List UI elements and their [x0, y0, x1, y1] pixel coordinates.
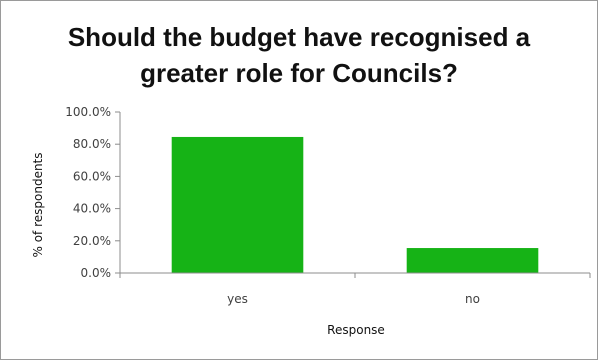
y-tick-label: 0.0% [81, 266, 112, 280]
chart-title-line-1: Should the budget have recognised a [67, 22, 531, 52]
y-axis-ticks: 0.0% 20.0% 40.0% 60.0% 80.0% 100.0% [65, 105, 120, 280]
x-axis-label: Response [327, 323, 385, 337]
chart-title: Should the budget have recognised a grea… [1, 19, 597, 91]
x-tick-label: no [465, 292, 480, 306]
x-tick-label: yes [227, 292, 248, 306]
y-tick-label: 80.0% [73, 137, 111, 151]
x-axis-ticks: yes no [119, 273, 591, 306]
bar-no [406, 248, 539, 273]
chart-title-line-2: greater role for Councils? [140, 58, 458, 88]
y-tick-label: 100.0% [65, 105, 111, 119]
y-tick-label: 60.0% [73, 169, 111, 183]
y-tick-label: 40.0% [73, 202, 111, 216]
y-axis-label: % of respondents [31, 152, 45, 257]
bars [171, 136, 539, 273]
bar-yes [171, 136, 304, 273]
y-tick-label: 20.0% [73, 234, 111, 248]
